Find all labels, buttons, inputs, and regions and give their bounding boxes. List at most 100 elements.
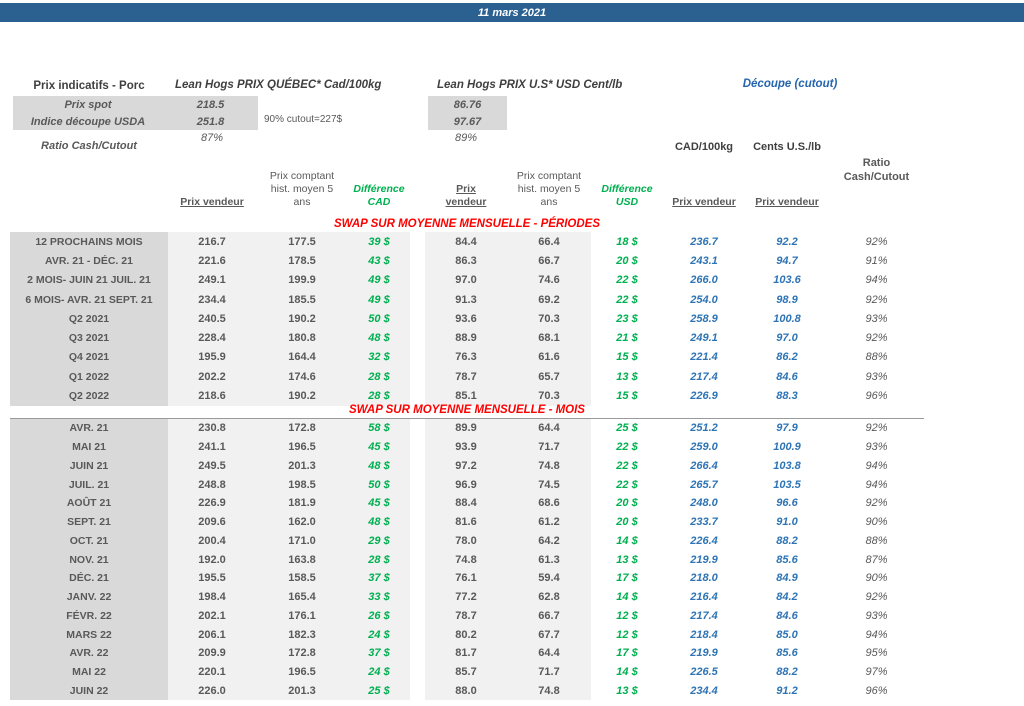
cell-difference-usd: 20 $ [616, 516, 638, 529]
cell-prix-vendeur-cad: 216.7 [168, 232, 256, 252]
quebec-section-title: Lean Hogs PRIX QUÉBEC* Cad/100kg [175, 79, 382, 91]
cell-ratio-cash-cutout: 93% [865, 441, 888, 454]
row-label-cell: AVR. 21 - DÉC. 21 [10, 251, 168, 271]
row-label-cell: AVR. 21 [10, 419, 168, 438]
cell-prix-vendeur-usd: 97.2 [425, 456, 507, 476]
cell-difference-cad: 24 $ [348, 662, 410, 682]
cell-cutout-usd: 92.2 [776, 235, 798, 248]
row-label-cell: FÉVR. 22 [10, 606, 168, 626]
page-title: Prix indicatifs - Porc [33, 80, 145, 92]
usd-spot-box: 86.76 97.67 [428, 96, 507, 130]
row-label-cell: 6 MOIS- AVR. 21 SEPT. 21 [10, 289, 168, 310]
cell-cutout-cad: 218.0 [690, 572, 718, 585]
cell-prix-comptant-usd: 74.6 [507, 270, 591, 290]
cell-gap [410, 290, 425, 309]
row-label-cell: NOV. 21 [10, 550, 168, 569]
col-spacer [10, 209, 168, 212]
cell-difference-usd: 17 $ [616, 572, 638, 585]
row-label-cell: Q2 2021 [10, 309, 168, 329]
cell-prix-comptant-cad: 162.0 [256, 512, 348, 532]
cell-gap [410, 607, 425, 626]
cell-ratio-cash-cutout: 97% [865, 666, 888, 679]
mois-table: AVR. 21 230.8 172.8 58 $89.9 64.4 25 $251.2 97… [10, 419, 924, 701]
cell-cutout-usd: 85.6 [776, 647, 798, 660]
cell-difference-cad: 49 $ [348, 289, 410, 310]
cell-prix-comptant-cad: 177.5 [256, 232, 348, 252]
cell-prix-vendeur-usd: 85.1 [425, 386, 507, 406]
col-header-cutout-cad-vendeur: Prix vendeur [672, 196, 736, 208]
cad-spot-box: Prix spot 218.5 Indice découpe USDA 251.… [13, 96, 258, 130]
cell-cutout-usd: 97.0 [776, 332, 798, 345]
cell-prix-vendeur-usd: 89.9 [425, 419, 507, 438]
cell-prix-vendeur-cad: 241.1 [168, 437, 256, 457]
usda-index-label: Indice découpe USDA [30, 115, 146, 128]
cell-prix-comptant-usd: 64.2 [507, 531, 591, 551]
cell-prix-comptant-cad: 185.5 [256, 289, 348, 310]
cell-cutout-cad: 226.9 [690, 390, 718, 403]
cell-gap [410, 271, 425, 290]
cell-difference-usd: 15 $ [616, 351, 638, 364]
cell-prix-comptant-cad: 174.6 [256, 367, 348, 387]
cell-prix-vendeur-usd: 78.0 [425, 531, 507, 551]
index-cad-value: 251.8 [196, 115, 225, 128]
report-date: 11 mars 2021 [477, 6, 547, 19]
cell-cutout-cad: 251.2 [690, 422, 718, 435]
cell-gap [410, 550, 425, 569]
cell-ratio-cash-cutout: 92% [865, 591, 888, 604]
cell-ratio-cash-cutout: 91% [865, 254, 888, 267]
cell-gap [410, 328, 425, 347]
cell-difference-usd: 14 $ [616, 666, 638, 679]
cell-prix-vendeur-usd: 93.9 [425, 437, 507, 457]
cell-difference-cad: 45 $ [348, 494, 410, 513]
cell-ratio-cash-cutout: 92% [865, 497, 888, 510]
cell-difference-usd: 22 $ [616, 293, 638, 306]
ratio-header-line1: Ratio [862, 157, 891, 169]
cell-gap [410, 251, 425, 270]
cell-cutout-usd: 85.6 [776, 553, 798, 566]
cell-ratio-cash-cutout: 93% [865, 609, 888, 622]
cell-difference-cad: 48 $ [348, 328, 410, 348]
cell-prix-comptant-usd: 66.7 [507, 251, 591, 271]
cell-difference-cad: 26 $ [348, 606, 410, 626]
row-label-cell: OCT. 21 [10, 531, 168, 551]
cell-gap [410, 438, 425, 457]
ratio-column-header: Ratio Cash/Cutout [829, 156, 924, 184]
cell-prix-vendeur-cad: 195.5 [168, 569, 256, 588]
cell-prix-comptant-usd: 64.4 [507, 644, 591, 663]
cell-difference-cad: 33 $ [348, 587, 410, 607]
cell-difference-cad: 28 $ [348, 386, 410, 406]
cell-prix-vendeur-cad: 195.9 [168, 347, 256, 368]
cell-cutout-cad: 219.9 [690, 553, 718, 566]
cell-ratio-cash-cutout: 94% [865, 628, 888, 641]
cell-prix-comptant-usd: 74.5 [507, 475, 591, 494]
cutout-section-title: Découpe (cutout) [742, 78, 838, 90]
cell-gap [410, 513, 425, 532]
cell-difference-cad: 28 $ [348, 550, 410, 569]
cell-cutout-cad: 217.4 [690, 609, 718, 622]
cell-difference-usd: 25 $ [616, 422, 638, 435]
cell-prix-vendeur-cad: 230.8 [168, 419, 256, 438]
cell-prix-vendeur-cad: 218.6 [168, 386, 256, 406]
cell-cutout-usd: 103.8 [773, 459, 801, 472]
cell-prix-comptant-cad: 180.8 [256, 328, 348, 348]
cell-ratio-cash-cutout: 94% [865, 274, 888, 287]
cell-prix-comptant-cad: 196.5 [256, 662, 348, 682]
cell-ratio-cash-cutout: 94% [865, 478, 888, 491]
cell-difference-cad: 49 $ [348, 270, 410, 290]
cell-prix-vendeur-cad: 221.6 [168, 251, 256, 271]
cell-prix-comptant-cad: 171.0 [256, 531, 348, 551]
cell-prix-vendeur-cad: 192.0 [168, 550, 256, 569]
row-label-cell: Q1 2022 [10, 367, 168, 387]
cell-difference-cad: 58 $ [348, 419, 410, 438]
cell-prix-vendeur-usd: 97.0 [425, 270, 507, 290]
cell-ratio-cash-cutout: 93% [865, 312, 888, 325]
cell-cutout-usd: 100.9 [773, 441, 801, 454]
cell-prix-vendeur-usd: 91.3 [425, 289, 507, 310]
cell-difference-cad: 50 $ [348, 475, 410, 494]
row-label-cell: 12 PROCHAINS MOIS [10, 232, 168, 252]
cell-difference-cad: 48 $ [348, 512, 410, 532]
cell-prix-vendeur-usd: 81.7 [425, 644, 507, 663]
cell-gap [410, 386, 425, 405]
cell-gap [410, 663, 425, 682]
